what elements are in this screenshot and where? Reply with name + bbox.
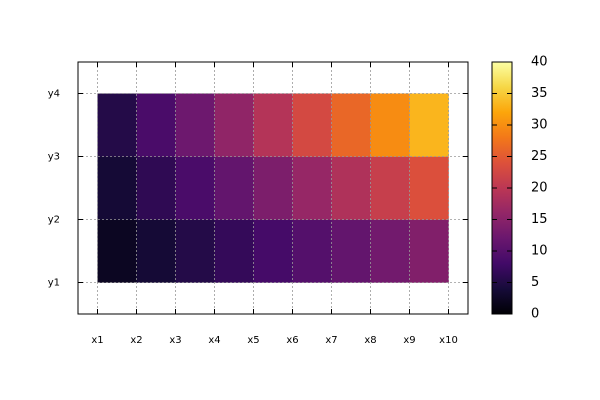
grid — [78, 62, 468, 314]
heatmap-cell — [331, 219, 371, 283]
heatmap-cell — [136, 156, 176, 220]
y-tick-label: y4 — [48, 89, 60, 100]
heatmap-cell — [370, 93, 410, 157]
heatmap-cell — [292, 156, 332, 220]
heatmap-cell — [214, 93, 254, 157]
y-tick-label: y1 — [48, 278, 60, 289]
x-tick-label: x8 — [364, 335, 376, 346]
x-tick-label: x4 — [208, 335, 220, 346]
x-tick-label: x9 — [403, 335, 415, 346]
heatmap-cell — [331, 93, 371, 157]
heatmap-cell — [214, 219, 254, 283]
colorbar-tick-label: 0 — [531, 307, 539, 322]
heatmap-cell — [214, 156, 254, 220]
heatmap-cell — [97, 156, 137, 220]
heatmap-cell — [136, 219, 176, 283]
colorbar-tick-label: 40 — [531, 55, 548, 70]
heatmap-cell — [253, 156, 293, 220]
heatmap-cell — [136, 93, 176, 157]
x-tick-label: x7 — [325, 335, 337, 346]
heatmap-cell — [370, 219, 410, 283]
heatmap-cell — [97, 93, 137, 157]
heatmap-cell — [253, 93, 293, 157]
colorbar-tick-label: 10 — [531, 244, 548, 259]
heatmap-cell — [409, 93, 449, 157]
heatmap-cell — [292, 219, 332, 283]
x-tick-label: x3 — [169, 335, 181, 346]
plot-frame — [77, 61, 469, 315]
x-tick-label: x10 — [439, 335, 458, 346]
heatmap-cell — [370, 156, 410, 220]
heatmap-cell — [292, 93, 332, 157]
heatmap-cell — [175, 156, 215, 220]
x-tick-label: x2 — [130, 335, 142, 346]
heatmap-cell — [97, 219, 137, 283]
heatmap-cell — [253, 219, 293, 283]
heatmap-cell — [409, 156, 449, 220]
colorbar-tick-label: 30 — [531, 118, 548, 133]
heatmap-cell — [175, 93, 215, 157]
y-tick-label: y3 — [48, 152, 60, 163]
x-tick-label: x5 — [247, 335, 259, 346]
heatmap-cell — [175, 219, 215, 283]
colorbar-tick-label: 25 — [531, 149, 548, 164]
colorbar-tick-label: 20 — [531, 181, 548, 196]
y-tick-label: y2 — [48, 215, 60, 226]
colorbar-tick-label: 5 — [531, 275, 539, 290]
colorbar-tick-label: 15 — [531, 212, 548, 227]
x-tick-label: x6 — [286, 335, 298, 346]
x-tick-label: x1 — [91, 335, 103, 346]
heatmap-cell — [331, 156, 371, 220]
colorbar-tick-label: 35 — [531, 86, 548, 101]
heatmap — [97, 93, 449, 283]
heatmap-cell — [409, 219, 449, 283]
